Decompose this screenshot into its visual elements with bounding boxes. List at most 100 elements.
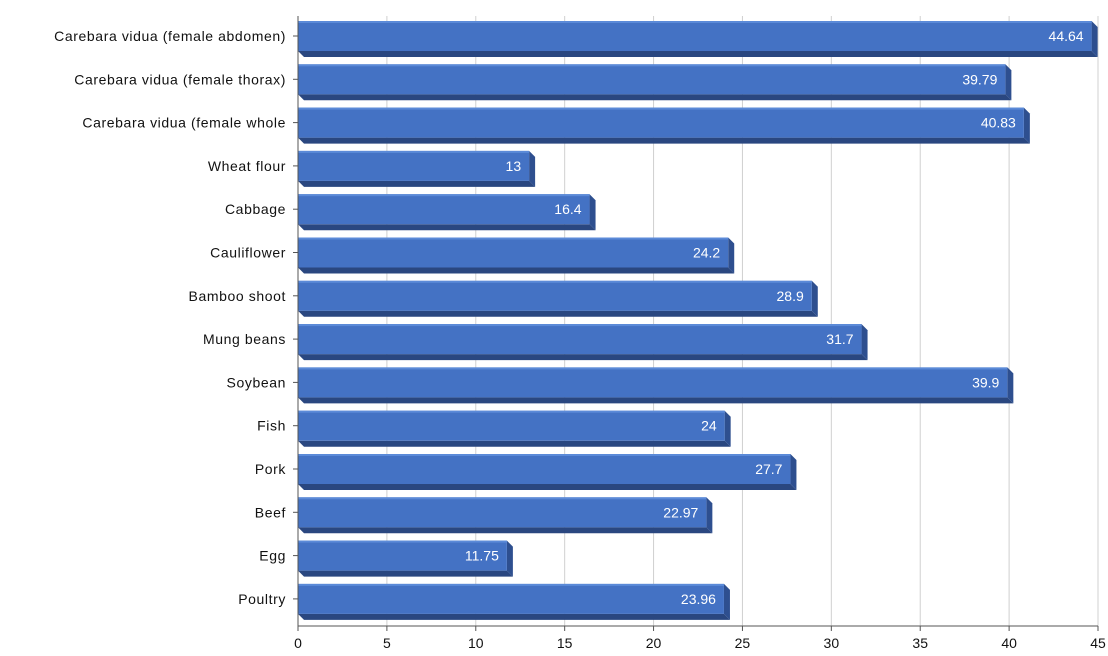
bar-highlight bbox=[298, 497, 707, 500]
bar-side-face bbox=[724, 410, 731, 447]
bar-front-face bbox=[298, 280, 812, 311]
bar-highlight bbox=[298, 583, 724, 586]
bar-front-face bbox=[298, 324, 862, 355]
bar-side-face bbox=[811, 280, 818, 317]
bar-bottom-face bbox=[298, 570, 513, 577]
bar-front-face bbox=[298, 497, 707, 528]
category-label: Wheat flour bbox=[208, 158, 286, 174]
bar-front-face bbox=[298, 410, 725, 441]
bar-bottom-face bbox=[298, 527, 713, 534]
x-tick-label: 0 bbox=[294, 635, 302, 651]
bar-front-face bbox=[298, 583, 724, 614]
data-label: 44.64 bbox=[1049, 28, 1084, 44]
bar-side-face bbox=[861, 324, 868, 361]
bar: 22.97 bbox=[298, 497, 713, 534]
x-tick-label: 15 bbox=[557, 635, 573, 651]
data-label: 39.79 bbox=[962, 71, 997, 87]
bar-highlight bbox=[298, 280, 812, 283]
data-label: 28.9 bbox=[777, 288, 804, 304]
x-tick-label: 5 bbox=[383, 635, 391, 651]
category-label: Carebara vidua (female thorax) bbox=[74, 71, 286, 87]
category-label: Bamboo shoot bbox=[189, 288, 286, 304]
bar-side-face bbox=[728, 237, 735, 274]
bar-highlight bbox=[298, 324, 862, 327]
category-label: Soybean bbox=[227, 374, 286, 390]
bar-highlight bbox=[298, 21, 1092, 23]
data-label: 24.2 bbox=[693, 245, 720, 261]
data-label: 24 bbox=[701, 418, 717, 434]
bars: 44.64 39.79 40.83 13 16.4 24.2 28.9 31.7 39.9 24 2… bbox=[298, 21, 1098, 620]
bar-side-face bbox=[790, 454, 797, 490]
bar-front-face bbox=[298, 194, 590, 225]
category-label: Pork bbox=[255, 461, 287, 477]
bar: 23.96 bbox=[298, 583, 730, 620]
x-tick-label: 40 bbox=[1001, 635, 1017, 651]
data-label: 11.75 bbox=[465, 548, 499, 564]
category-label: Carebara vidua (female whole bbox=[82, 115, 286, 131]
bar-bottom-face bbox=[298, 613, 730, 620]
bar-side-face bbox=[723, 583, 730, 620]
bar-highlight bbox=[298, 107, 1024, 110]
bar-highlight bbox=[298, 454, 791, 456]
x-tick-label: 25 bbox=[735, 635, 751, 651]
bar: 27.7 bbox=[298, 454, 797, 490]
bar: 24.2 bbox=[298, 237, 735, 274]
data-label: 31.7 bbox=[826, 331, 853, 347]
bar-bottom-face bbox=[298, 51, 1098, 57]
bar: 39.9 bbox=[298, 367, 1014, 404]
bar: 24 bbox=[298, 410, 731, 447]
bar: 16.4 bbox=[298, 194, 596, 231]
bar-bottom-face bbox=[298, 267, 735, 274]
bar-front-face bbox=[298, 64, 1006, 95]
bar: 40.83 bbox=[298, 107, 1030, 144]
bar-side-face bbox=[506, 540, 513, 577]
category-labels: Carebara vidua (female abdomen) Carebara … bbox=[54, 28, 298, 607]
data-label: 22.97 bbox=[663, 504, 698, 520]
category-label: Mung beans bbox=[203, 331, 286, 347]
bar-highlight bbox=[298, 540, 507, 543]
data-label: 23.96 bbox=[681, 591, 716, 607]
bar: 28.9 bbox=[298, 280, 818, 317]
category-label: Egg bbox=[259, 548, 286, 564]
bar: 13 bbox=[298, 150, 536, 187]
bar-highlight bbox=[298, 410, 725, 413]
bar-highlight bbox=[298, 194, 590, 197]
bar: 39.79 bbox=[298, 64, 1012, 101]
data-label: 27.7 bbox=[755, 461, 782, 477]
x-axis: 0 5 10 15 20 25 30 35 40 45 bbox=[294, 16, 1106, 651]
bar-side-face bbox=[1007, 367, 1014, 404]
bar-highlight bbox=[298, 237, 729, 240]
x-tick-label: 10 bbox=[468, 635, 484, 651]
bar-front-face bbox=[298, 237, 729, 268]
bar-side-face bbox=[1023, 107, 1030, 144]
category-label: Fish bbox=[257, 418, 286, 434]
bar-bottom-face bbox=[298, 310, 818, 317]
x-tick-label: 20 bbox=[646, 635, 662, 651]
bar-highlight bbox=[298, 367, 1008, 370]
bar-bottom-face bbox=[298, 397, 1014, 404]
bar-bottom-face bbox=[298, 440, 731, 447]
bar: 31.7 bbox=[298, 324, 868, 361]
x-tick-label: 35 bbox=[912, 635, 928, 651]
data-label: 40.83 bbox=[981, 115, 1016, 131]
bar-side-face bbox=[1005, 64, 1012, 101]
bar-side-face bbox=[706, 497, 713, 534]
bar-front-face bbox=[298, 21, 1092, 51]
grid-lines bbox=[386, 16, 1099, 626]
category-label: Carebara vidua (female abdomen) bbox=[54, 28, 286, 44]
bar-side-face bbox=[1091, 21, 1098, 57]
bar-bottom-face bbox=[298, 484, 797, 490]
bar-front-face bbox=[298, 454, 791, 484]
category-label: Beef bbox=[255, 504, 286, 520]
bar-highlight bbox=[298, 64, 1006, 67]
bar: 44.64 bbox=[298, 21, 1098, 57]
bar-bottom-face bbox=[298, 94, 1012, 101]
bar-bottom-face bbox=[298, 224, 596, 231]
data-label: 39.9 bbox=[972, 374, 999, 390]
x-tick-label: 45 bbox=[1090, 635, 1106, 651]
bar-bottom-face bbox=[298, 354, 868, 361]
category-label: Cauliflower bbox=[210, 245, 286, 261]
bar-highlight bbox=[298, 150, 530, 153]
bar-front-face bbox=[298, 107, 1024, 138]
